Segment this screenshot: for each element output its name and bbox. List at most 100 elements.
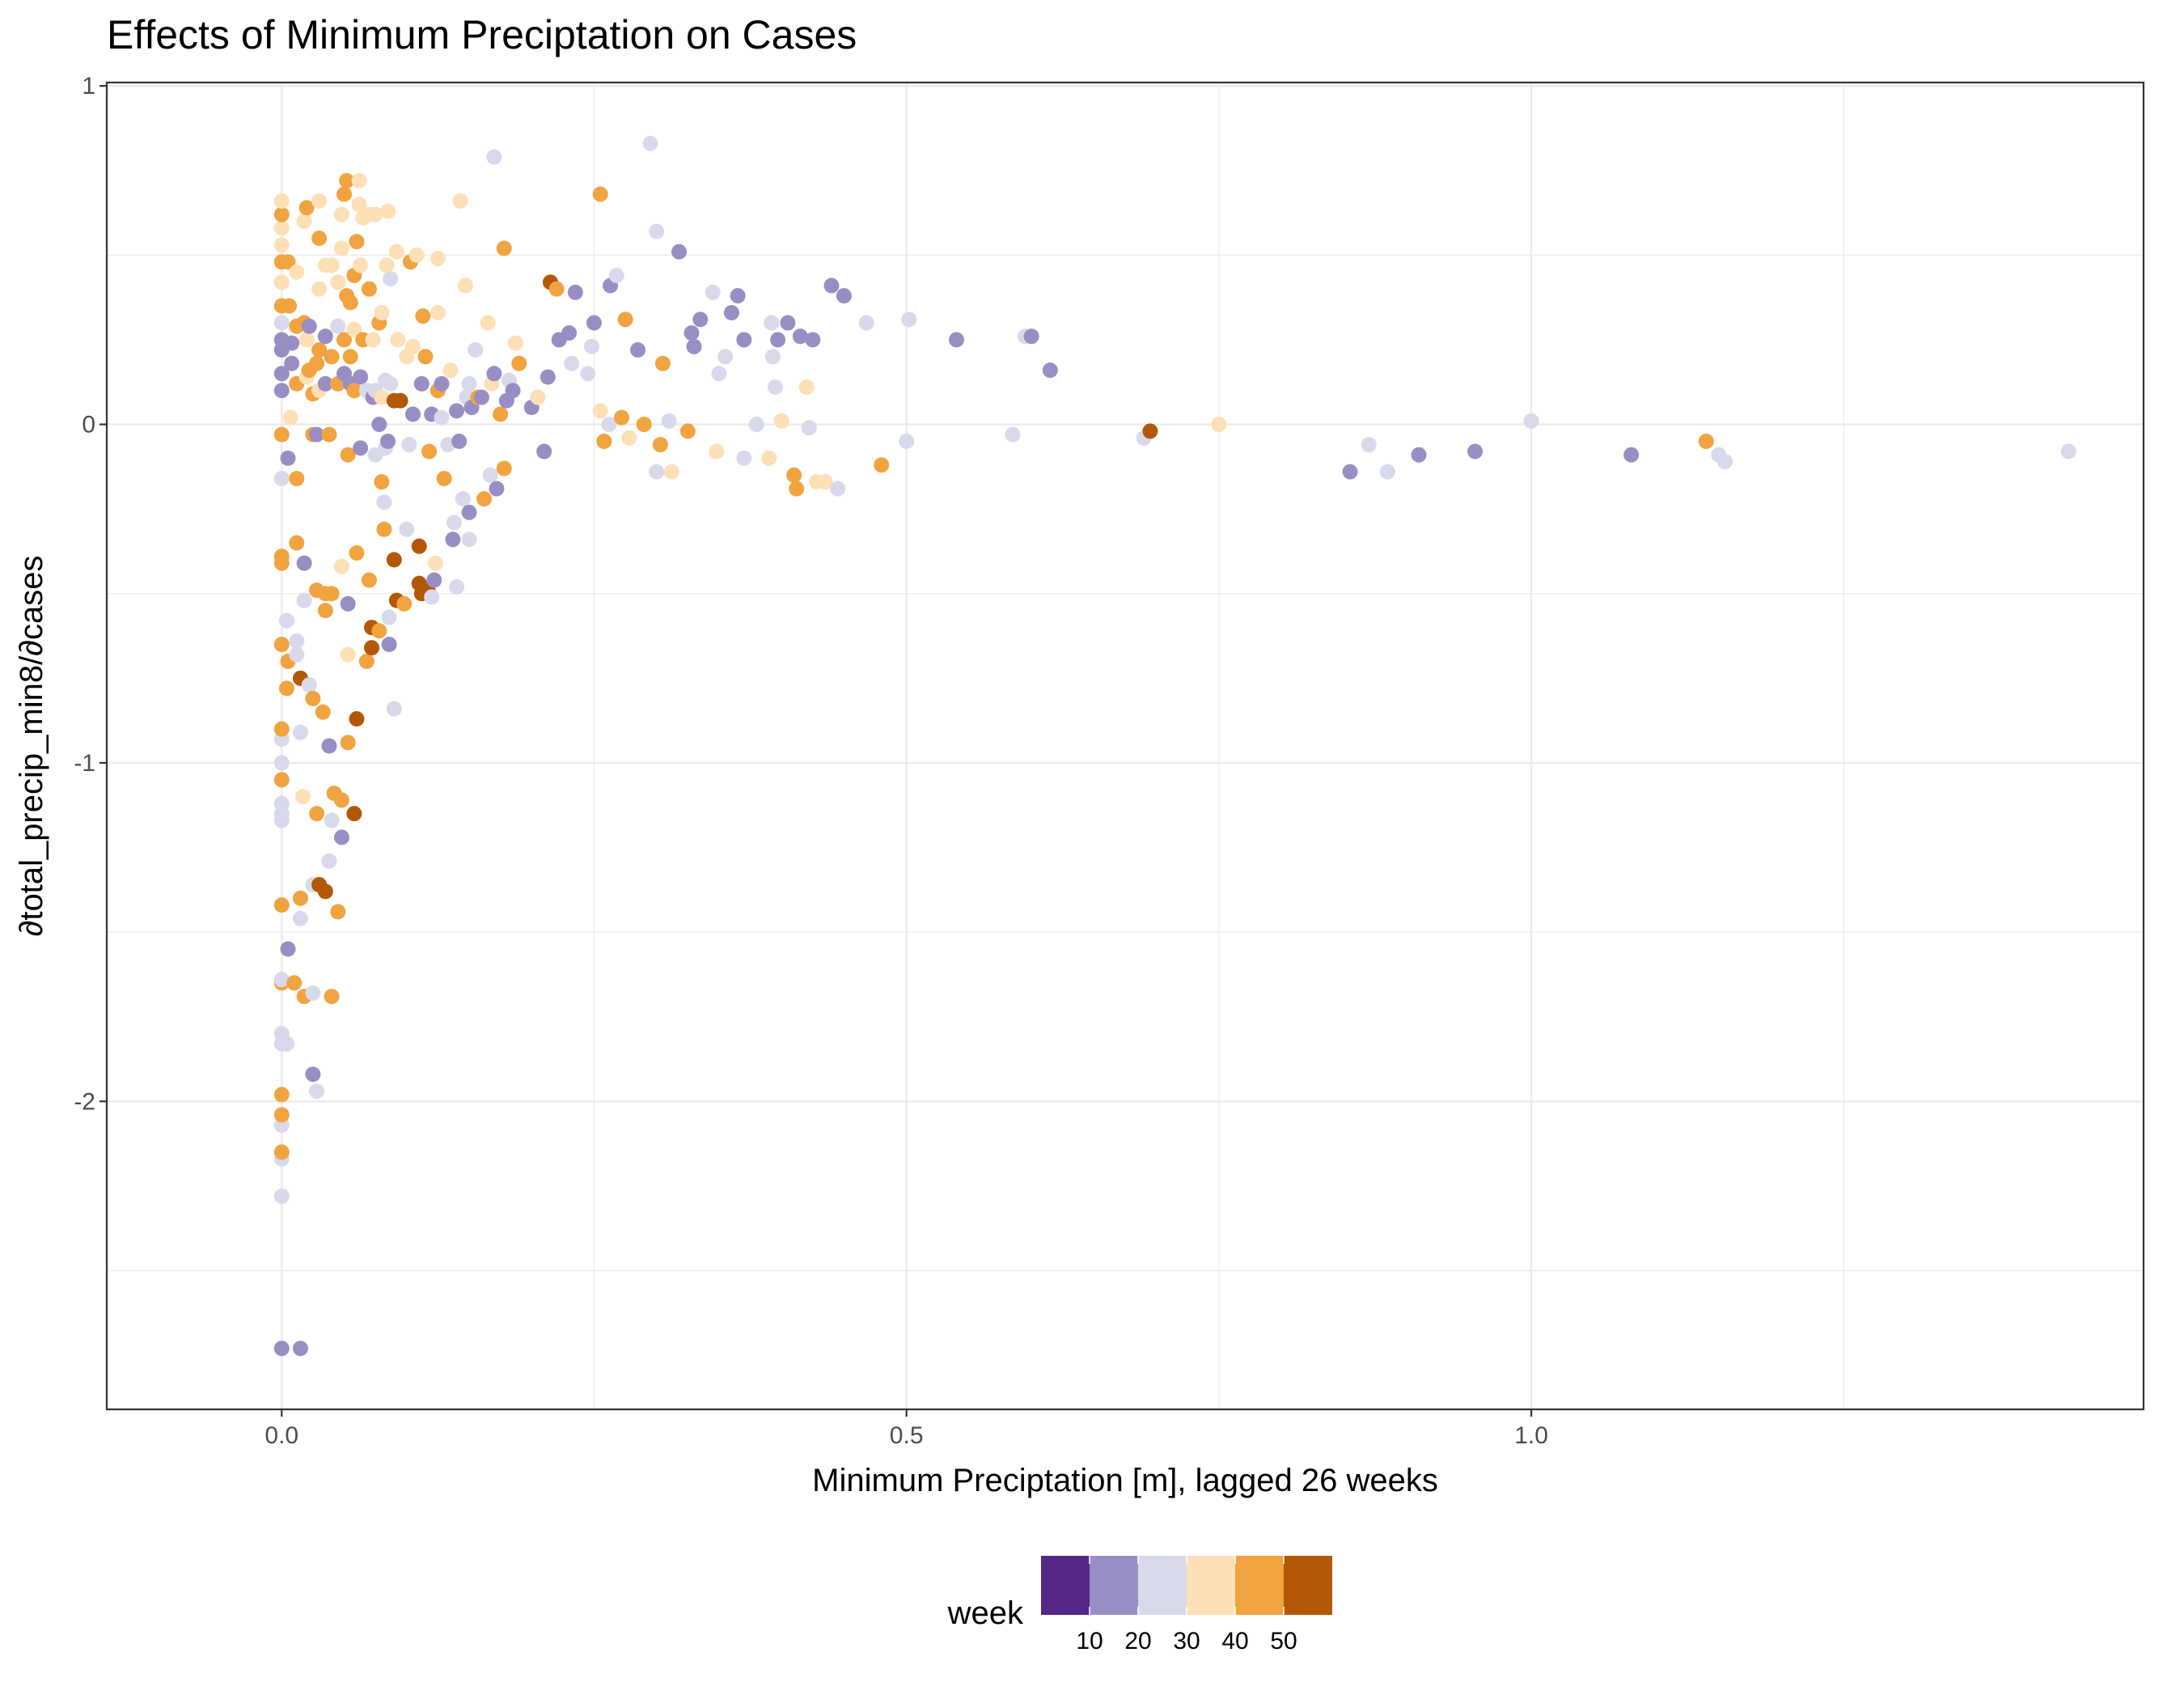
- legend-swatch: [1235, 1556, 1284, 1615]
- data-point: [442, 362, 459, 379]
- data-point: [273, 795, 290, 811]
- data-point: [349, 711, 365, 727]
- data-point: [434, 409, 450, 426]
- plot-panel: [107, 83, 2144, 1409]
- legend-colorbar: [1041, 1556, 1332, 1615]
- data-point: [736, 450, 752, 466]
- data-point: [630, 342, 646, 358]
- data-point: [404, 406, 421, 422]
- y-tick-label: 1: [82, 73, 95, 100]
- data-point: [424, 589, 440, 605]
- data-point: [583, 338, 599, 354]
- data-point: [340, 735, 356, 751]
- data-point: [496, 460, 512, 477]
- data-point: [301, 318, 317, 334]
- data-point: [339, 172, 355, 189]
- data-point: [273, 972, 290, 988]
- data-point: [684, 325, 700, 341]
- data-point: [346, 321, 362, 337]
- data-point: [330, 904, 346, 920]
- data-point: [311, 230, 328, 246]
- data-point: [376, 521, 392, 537]
- data-point: [449, 578, 465, 595]
- plot-area: [105, 81, 2145, 1411]
- plot-border: [105, 81, 2145, 1411]
- data-point: [292, 910, 308, 926]
- data-point: [711, 366, 727, 382]
- data-point: [730, 288, 746, 304]
- data-point: [358, 653, 375, 669]
- data-point: [2060, 443, 2076, 460]
- data-point: [292, 1341, 308, 1357]
- data-point: [273, 755, 290, 771]
- data-point: [580, 366, 596, 382]
- data-point: [381, 609, 397, 625]
- data-point: [273, 1188, 290, 1204]
- legend-label: 20: [1124, 1628, 1151, 1655]
- data-point: [346, 383, 362, 399]
- legend-title: week: [947, 1595, 1024, 1631]
- data-point: [289, 646, 305, 663]
- data-point: [411, 538, 427, 554]
- data-point: [617, 311, 633, 328]
- data-point: [736, 332, 752, 348]
- data-point: [830, 481, 846, 497]
- data-point: [671, 244, 688, 260]
- data-point: [273, 237, 290, 253]
- data-point: [1142, 423, 1158, 439]
- data-point: [723, 304, 739, 320]
- data-point: [642, 135, 658, 151]
- data-point: [654, 355, 671, 371]
- data-point: [273, 206, 290, 222]
- data-point: [548, 281, 565, 297]
- data-point: [717, 349, 734, 365]
- data-point: [289, 470, 305, 486]
- data-point: [705, 284, 721, 300]
- data-point: [309, 806, 325, 822]
- data-point: [482, 467, 498, 483]
- data-point: [305, 985, 321, 1001]
- data-point: [468, 342, 484, 358]
- data-point: [948, 332, 964, 348]
- data-point: [786, 467, 802, 483]
- data-point: [493, 406, 509, 422]
- data-point: [452, 193, 468, 209]
- data-point: [496, 240, 512, 256]
- data-point: [899, 433, 915, 449]
- data-point: [1716, 454, 1733, 470]
- data-point: [764, 315, 780, 331]
- data-point: [317, 328, 333, 345]
- legend-label: 30: [1173, 1628, 1200, 1655]
- data-point: [284, 335, 300, 351]
- data-point: [349, 234, 365, 250]
- data-point: [388, 244, 404, 260]
- data-point: [764, 349, 781, 365]
- data-point: [273, 1144, 290, 1160]
- data-point: [663, 464, 679, 480]
- data-point: [324, 257, 340, 273]
- data-point: [273, 1087, 290, 1103]
- data-point: [324, 586, 340, 602]
- data-point: [381, 636, 397, 652]
- data-point: [336, 332, 353, 348]
- data-point: [446, 515, 462, 531]
- data-point: [280, 450, 296, 466]
- data-point: [823, 278, 840, 294]
- legend-labels: 10 20 30 40 50: [1076, 1556, 1297, 1655]
- data-point: [280, 941, 296, 957]
- data-point: [586, 315, 602, 331]
- data-point: [324, 989, 340, 1005]
- data-point: [273, 721, 290, 737]
- data-point: [273, 366, 290, 382]
- data-point: [286, 975, 303, 991]
- x-axis-title: Minimum Preciptation [m], lagged 26 week…: [812, 1463, 1438, 1498]
- data-point: [608, 267, 624, 283]
- data-point: [278, 1036, 294, 1052]
- data-point: [282, 409, 298, 426]
- data-point: [292, 724, 308, 740]
- data-point: [380, 433, 396, 449]
- data-point: [289, 535, 305, 551]
- data-point: [349, 545, 365, 561]
- data-point: [561, 325, 578, 341]
- x-axis: 0.0 0.5 1.0: [265, 1409, 1548, 1449]
